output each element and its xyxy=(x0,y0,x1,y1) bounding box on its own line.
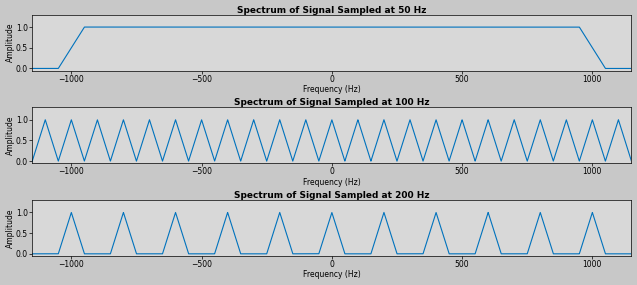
Y-axis label: Amplitude: Amplitude xyxy=(6,115,15,155)
Title: Spectrum of Signal Sampled at 100 Hz: Spectrum of Signal Sampled at 100 Hz xyxy=(234,98,429,107)
Title: Spectrum of Signal Sampled at 50 Hz: Spectrum of Signal Sampled at 50 Hz xyxy=(237,5,427,15)
X-axis label: Frequency (Hz): Frequency (Hz) xyxy=(303,85,361,94)
Y-axis label: Amplitude: Amplitude xyxy=(6,23,15,62)
Title: Spectrum of Signal Sampled at 200 Hz: Spectrum of Signal Sampled at 200 Hz xyxy=(234,191,429,200)
Y-axis label: Amplitude: Amplitude xyxy=(6,208,15,248)
X-axis label: Frequency (Hz): Frequency (Hz) xyxy=(303,178,361,187)
X-axis label: Frequency (Hz): Frequency (Hz) xyxy=(303,270,361,280)
